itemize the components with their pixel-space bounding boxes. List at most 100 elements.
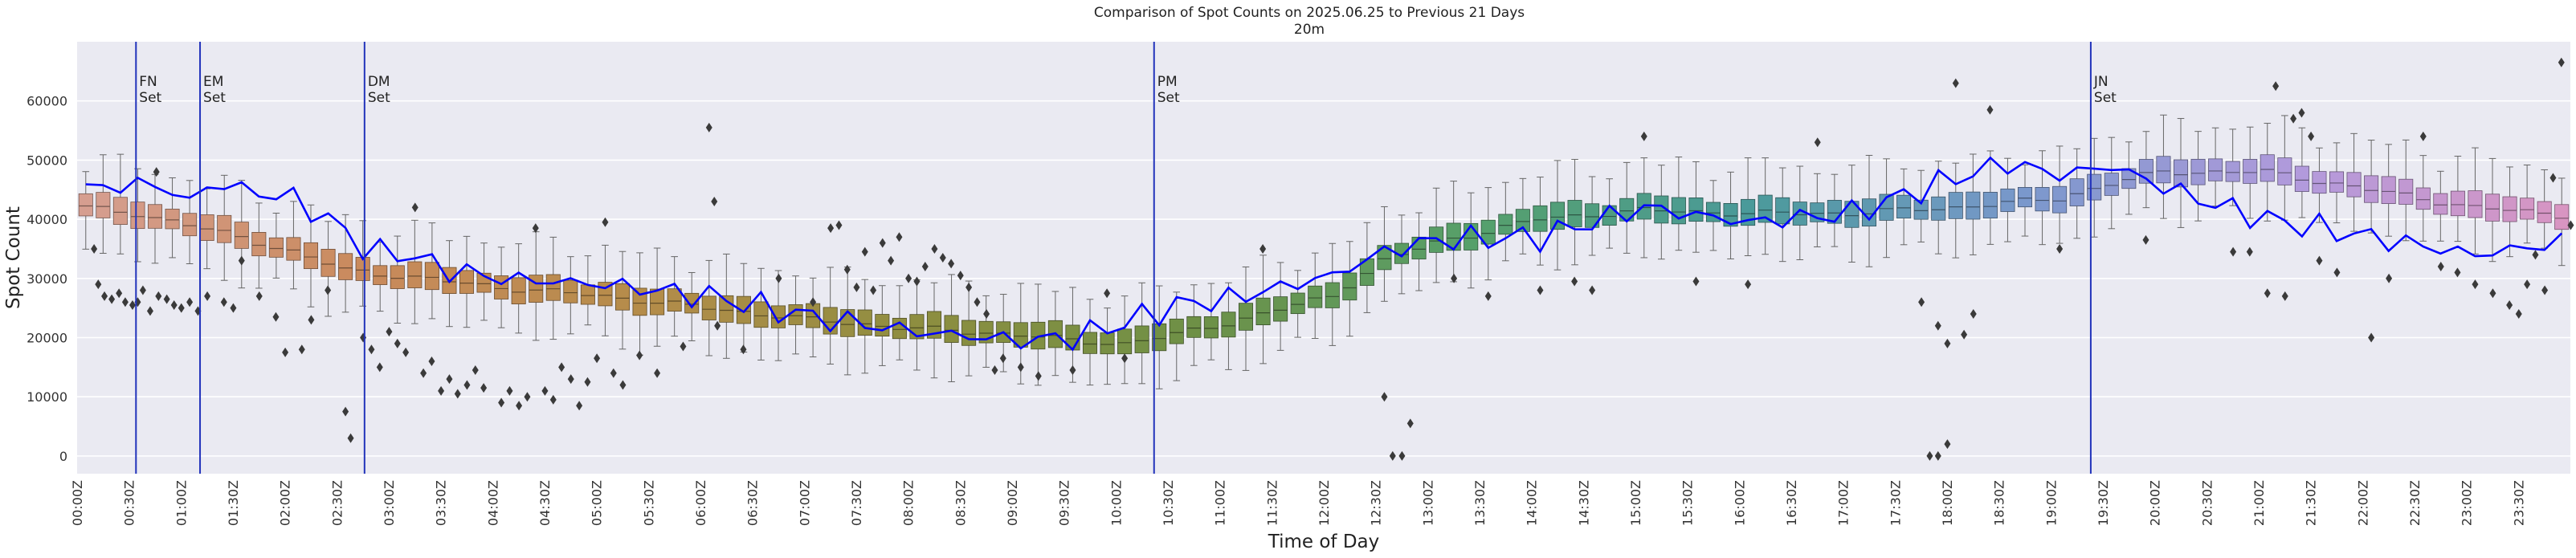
time-slot-box [1273,262,1288,351]
time-slot-box [2260,123,2275,222]
x-tick-label: 10:00Z [1108,480,1124,526]
x-tick-label: 03:30Z [434,480,449,526]
box-iqr [2450,190,2465,217]
time-slot-box [2450,156,2465,242]
outlier-point [238,255,245,266]
box-iqr [1775,197,1790,225]
outlier-point [939,253,946,263]
box-iqr [2190,158,2206,185]
time-slot-box [2364,140,2379,234]
outlier-point [584,377,591,387]
time-slot-box [2104,136,2119,230]
outlier-point [2558,57,2565,67]
time-slot-box [1619,161,1635,254]
outlier-point [2272,81,2280,92]
outlier-point [654,368,661,378]
x-tick-label: 18:00Z [1940,480,1955,526]
outlier-point [1934,450,1941,461]
outlier-point [991,365,998,376]
outlier-point [619,380,627,390]
box-iqr [1238,303,1254,331]
x-tick-label: 01:00Z [174,480,189,526]
box-iqr [390,265,405,289]
outlier-point [146,306,153,316]
box-iqr [1585,203,1600,228]
outlier-point [2281,291,2288,301]
box-iqr [2260,154,2275,182]
outlier-point [1961,329,1968,340]
outlier-point [95,279,102,290]
time-slot-box [650,247,665,347]
x-tick-label: 07:30Z [849,480,864,526]
box-iqr [2156,156,2171,184]
box-iqr [2087,173,2102,201]
outlier-point [1121,353,1129,364]
outlier-point [2549,173,2557,183]
box-iqr [1654,195,1669,224]
outlier-point [957,271,964,281]
x-tick-label: 07:00Z [797,480,812,526]
outlier-point [472,365,479,376]
box-iqr [2398,178,2414,205]
box-iqr [2225,161,2240,182]
box-iqr [217,214,232,243]
outlier-point [325,285,332,295]
time-slot-box [96,154,111,254]
outlier-point [101,291,108,301]
x-tick-label: 19:30Z [2096,480,2111,526]
box-iqr [2484,193,2500,222]
time-slot-box [1515,177,1530,255]
y-tick-labels: 0 10000 20000 30000 40000 50000 60000 [27,94,67,464]
time-slot-box [719,253,734,359]
time-slot-box [1896,168,1912,246]
outlier-point [576,401,583,411]
time-slot-box [1342,241,1357,337]
time-slot-box [1394,214,1410,295]
box-iqr [1671,197,1686,225]
y-tick-label: 30000 [27,271,67,287]
outlier-point [705,122,712,132]
box-iqr [1913,199,1929,220]
time-slot-box [580,255,595,326]
y-tick-label: 0 [59,449,67,464]
box-iqr [2415,187,2431,210]
outlier-point [2368,332,2375,343]
outlier-point [121,297,129,308]
outlier-point [1589,285,1596,295]
time-slot-box [78,171,93,250]
outlier-point [1986,104,1994,115]
box-iqr [1515,209,1530,232]
event-marker-label: JN [2093,74,2109,90]
outlier-point [463,380,471,390]
x-tick-label: 14:30Z [1576,480,1591,526]
box-iqr [338,253,353,280]
time-slot-box [1169,291,1184,381]
box-iqr [286,237,301,261]
outlier-point [1918,297,1925,308]
box-iqr [2104,173,2119,196]
x-tick-label: 05:00Z [590,480,605,526]
time-slot-box [2225,128,2240,206]
time-slot-box [199,188,214,270]
box-iqr [2520,198,2535,220]
box-iqr [165,208,180,230]
outlier-point [454,389,461,399]
outlier-point [1926,450,1933,461]
box-iqr [2173,159,2189,188]
box-iqr [130,202,145,230]
box-iqr [650,288,665,316]
box-iqr [2208,158,2223,181]
y-gridlines [77,100,2570,457]
box-iqr [2502,196,2517,222]
outlier-point [2454,267,2461,278]
box-iqr [1948,192,1963,219]
time-slot-box [1567,159,1582,266]
time-slot-box [407,219,423,324]
outlier-point [558,362,565,373]
time-slot-box [1082,299,1098,386]
time-slot-box [1654,165,1669,260]
event-marker-label: PM [1157,74,1178,90]
time-slot-box [1585,176,1600,256]
outlier-point [438,385,445,396]
